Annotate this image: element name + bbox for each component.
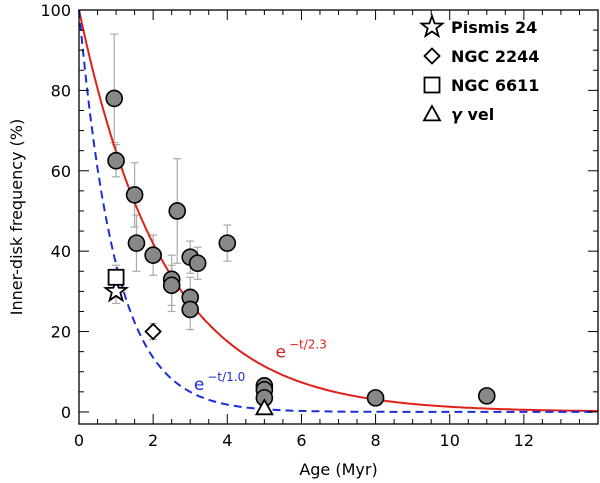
y-tick-label: 0 — [61, 403, 71, 422]
y-tick-label: 100 — [40, 1, 71, 20]
fit-curve-label: e −t/2.3 — [275, 338, 326, 363]
legend-label: γ vel — [451, 105, 494, 124]
x-tick-label: 8 — [370, 431, 380, 450]
legend-marker-triangle — [422, 104, 442, 122]
plot-frame-rect — [78, 9, 599, 425]
legend-label: NGC 6611 — [451, 76, 539, 95]
data-point-circle — [127, 234, 146, 252]
data-point-square — [107, 268, 125, 286]
axis-ticks-layer — [78, 9, 598, 424]
data-point-circle — [168, 202, 187, 220]
curve-label-exponent: −t/2.3 — [289, 338, 327, 352]
x-tick-label: 12 — [514, 431, 534, 450]
fit-curve-label: e −t/1.0 — [194, 370, 245, 395]
x-tick-label: 4 — [222, 431, 232, 450]
fit-curve-tau-2-3 — [78, 9, 598, 412]
y-tick-label: 20 — [51, 323, 71, 342]
data-point-star — [103, 277, 130, 303]
data-point-circle — [125, 186, 144, 204]
data-point-circle — [162, 276, 181, 295]
data-point-circle — [477, 387, 496, 405]
curve-label-base: e — [275, 343, 285, 363]
plot-frame — [78, 9, 599, 425]
fit-curve-tau-1 — [78, 9, 598, 413]
y-tick-label: 80 — [51, 81, 71, 100]
x-tick-label: 6 — [296, 431, 306, 450]
x-tick-label: 0 — [74, 431, 84, 450]
legend-label-symbol: γ — [451, 105, 467, 124]
data-point-circle — [105, 89, 124, 108]
curve-label-exponent: −t/1.0 — [207, 370, 245, 384]
y-tick-label: 40 — [51, 242, 71, 261]
y-axis-title: Inner-disk frequency (%) — [7, 119, 26, 315]
legend-label-text: vel — [467, 105, 494, 124]
data-point-circle — [144, 246, 162, 264]
data-point-circle — [107, 151, 125, 170]
x-axis-title: Age (Myr) — [299, 460, 377, 479]
legend-marker-diamond — [423, 47, 441, 65]
data-point-circle — [188, 254, 207, 273]
data-point-diamond — [144, 322, 162, 341]
legend-marker-star — [418, 13, 446, 39]
legend-label: NGC 2244 — [451, 47, 539, 66]
data-point-circle — [218, 234, 237, 252]
legend-label: Pismis 24 — [451, 18, 537, 37]
data-point-triangle — [254, 398, 274, 416]
legend-marker-square — [423, 76, 441, 94]
axis-labels-layer: 0 2 4 6 8 10 12 0 20 40 60 80 100 Age (Myr) Inner-disk… — [7, 1, 534, 479]
legend: Pismis 24 NGC 2244 NGC 6611 γ vel — [418, 13, 539, 124]
x-tick-label: 10 — [440, 431, 460, 450]
data-point-circle — [366, 389, 385, 407]
x-tick-label: 2 — [148, 431, 158, 450]
y-tick-label: 60 — [51, 162, 71, 181]
data-points-layer — [103, 89, 496, 416]
curve-label-base: e — [194, 375, 204, 395]
data-point-circle — [181, 300, 200, 319]
fit-curves-layer: e −t/2.3e −t/1.0 — [78, 9, 598, 413]
